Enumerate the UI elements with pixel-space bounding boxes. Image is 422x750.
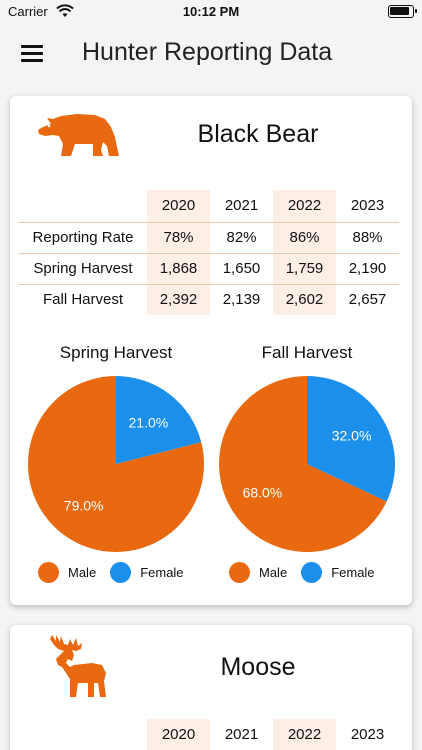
pie-slice-female[interactable] [307, 376, 395, 502]
table-cell: 2,602 [273, 284, 336, 315]
pie-label-male: 68.0% [243, 484, 283, 500]
table-cell: 1,759 [273, 253, 336, 285]
legend-female-label: Female [331, 565, 375, 580]
harvest-table: 2020 2021 2022 2023 [19, 719, 399, 750]
legend-female-swatch [110, 562, 132, 583]
table-corner [19, 719, 147, 750]
legend-female-label: Female [140, 565, 184, 580]
table-cell: 1,868 [147, 253, 210, 285]
table-header-row: 2020 2021 2022 2023 [19, 190, 399, 223]
column-header-2023: 2023 [336, 190, 399, 223]
battery-icon [388, 5, 417, 18]
row-label: Spring Harvest [19, 253, 147, 285]
column-header-2023: 2023 [336, 719, 399, 750]
column-header-2022: 2022 [273, 190, 336, 223]
legend-male-swatch [229, 562, 250, 583]
black-bear-card: Black Bear 2020 2021 2022 2023 Reporting… [10, 96, 412, 605]
moose-card: Moose 2020 2021 2022 2023 [10, 625, 412, 750]
row-label: Reporting Rate [19, 222, 147, 254]
legend-male-label: Male [68, 565, 97, 580]
bear-icon [38, 114, 119, 156]
fall-pie-legend: Male Female [229, 562, 389, 583]
table-cell: 82% [210, 222, 273, 254]
page-title: Hunter Reporting Data [82, 38, 333, 66]
pie-slice-male[interactable] [219, 376, 387, 552]
legend-male-label: Male [259, 565, 288, 580]
clock: 10:12 PM [182, 4, 240, 19]
spring-harvest-pie[interactable]: 79.0% 21.0% [26, 374, 206, 554]
menu-icon[interactable] [21, 44, 43, 62]
wifi-icon [56, 4, 74, 17]
table-row: Spring Harvest 1,868 1,650 1,759 2,190 [19, 253, 399, 285]
fall-pie-title: Fall Harvest [261, 343, 353, 362]
table-cell: 2,139 [222, 291, 261, 309]
carrier-label: Carrier [8, 4, 48, 19]
column-header-2021: 2021 [210, 719, 273, 750]
table-cell: 86% [273, 222, 336, 254]
spring-pie-title: Spring Harvest [59, 343, 173, 362]
table-header-row: 2020 2021 2022 2023 [19, 719, 399, 750]
column-header-2021: 2021 [210, 190, 273, 223]
harvest-table: 2020 2021 2022 2023 Reporting Rate 78% 8… [19, 190, 399, 315]
column-header-2022: 2022 [273, 719, 336, 750]
table-cell: 1,650 [210, 253, 273, 285]
table-cell: 88% [336, 222, 399, 254]
table-cell: 78% [147, 222, 210, 254]
pie-label-male: 79.0% [64, 498, 104, 514]
pie-label-female: 21.0% [129, 414, 169, 430]
card-title: Black Bear [197, 120, 319, 148]
table-corner [19, 190, 147, 223]
spring-pie-legend: Male Female [38, 562, 198, 583]
pie-label-female: 32.0% [332, 428, 372, 444]
table-row: Fall Harvest 2,392 2,139 2,602 2,657 [19, 284, 399, 315]
pie-slice-female[interactable] [116, 376, 202, 464]
card-title: Moose [220, 653, 296, 681]
table-cell: 2,392 [147, 284, 210, 315]
table-cell: 2,190 [336, 253, 399, 285]
moose-icon [50, 635, 106, 697]
fall-harvest-pie[interactable]: 68.0% 32.0% [217, 374, 397, 554]
column-header-2020: 2020 [147, 190, 210, 223]
table-row: Reporting Rate 78% 82% 86% 88% [19, 222, 399, 254]
table-cell: 2,657 [348, 291, 387, 309]
column-header-2020: 2020 [147, 719, 210, 750]
legend-male-swatch [38, 562, 59, 583]
status-bar: Carrier 10:12 PM [0, 0, 422, 28]
row-label: Fall Harvest [42, 291, 124, 309]
legend-female-swatch [301, 562, 323, 583]
